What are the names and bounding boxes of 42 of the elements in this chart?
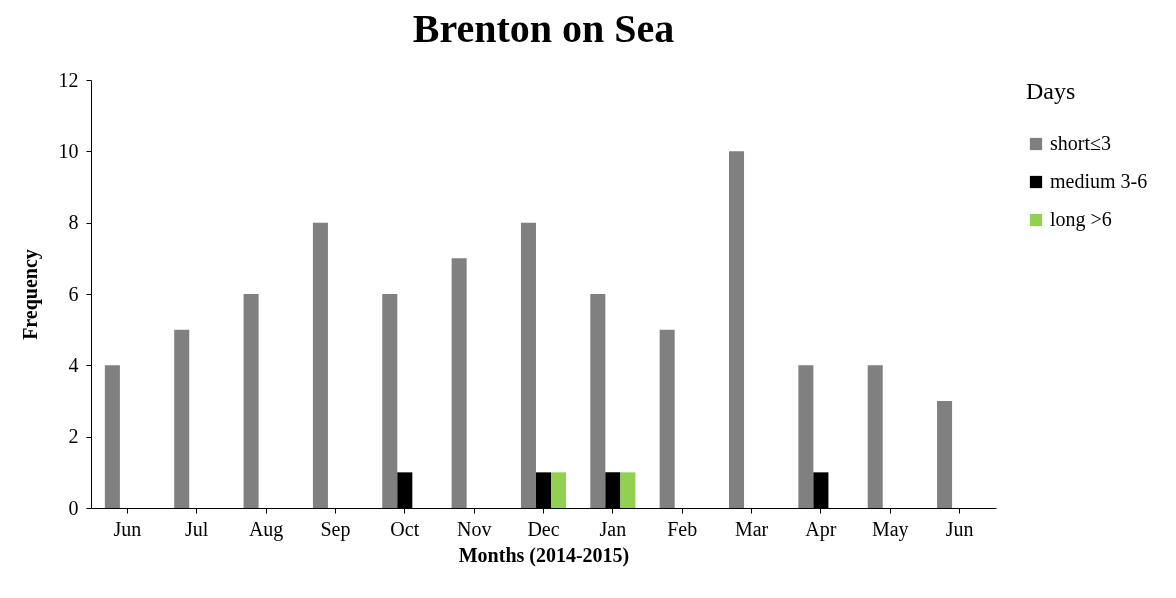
legend-label: short≤3: [1050, 132, 1111, 154]
x-tick-label: Mar: [734, 517, 769, 540]
bar: [312, 222, 328, 508]
x-tick-label: Feb: [667, 517, 698, 540]
x-tick-label: Sep: [320, 517, 351, 541]
bar: [867, 365, 883, 508]
x-tick-label: Jul: [185, 517, 209, 540]
x-tick-label: Apr: [805, 517, 837, 541]
bar: [382, 294, 398, 508]
bar: [729, 151, 745, 508]
x-tick-label: Nov: [456, 517, 492, 540]
legend-label: medium 3-6: [1050, 170, 1148, 192]
legend-title: Days: [1026, 78, 1076, 104]
x-tick-label: Jun: [113, 517, 142, 540]
y-axis-title: Frequency: [18, 249, 42, 340]
bar: [590, 294, 606, 508]
x-tick-label: May: [871, 517, 909, 541]
x-tick-label: Dec: [527, 517, 560, 540]
x-tick-label: Jun: [945, 517, 974, 540]
y-tick-label: 12: [58, 68, 79, 91]
bar: [243, 294, 259, 508]
chart-title: Brenton on Sea: [412, 6, 675, 51]
y-tick-label: 10: [58, 139, 79, 162]
bar: [520, 222, 536, 508]
x-tick-label: Jan: [599, 517, 627, 540]
legend-label: long >6: [1050, 208, 1112, 231]
bar: [551, 472, 567, 508]
y-tick-label: 0: [68, 496, 79, 519]
x-axis-title: Months (2014-2015): [458, 543, 630, 567]
bar: [798, 365, 814, 508]
y-tick-label: 8: [68, 211, 79, 234]
bar: [104, 365, 120, 508]
bar: [620, 472, 636, 508]
bar: [451, 258, 467, 508]
y-tick-label: 4: [68, 353, 79, 376]
bar: [937, 401, 953, 508]
bar: [174, 329, 190, 508]
bar: [659, 329, 675, 508]
y-tick-label: 2: [68, 425, 79, 448]
x-tick-label: Oct: [390, 517, 420, 540]
y-tick-label: 6: [68, 282, 79, 305]
x-tick-label: Aug: [248, 517, 284, 541]
